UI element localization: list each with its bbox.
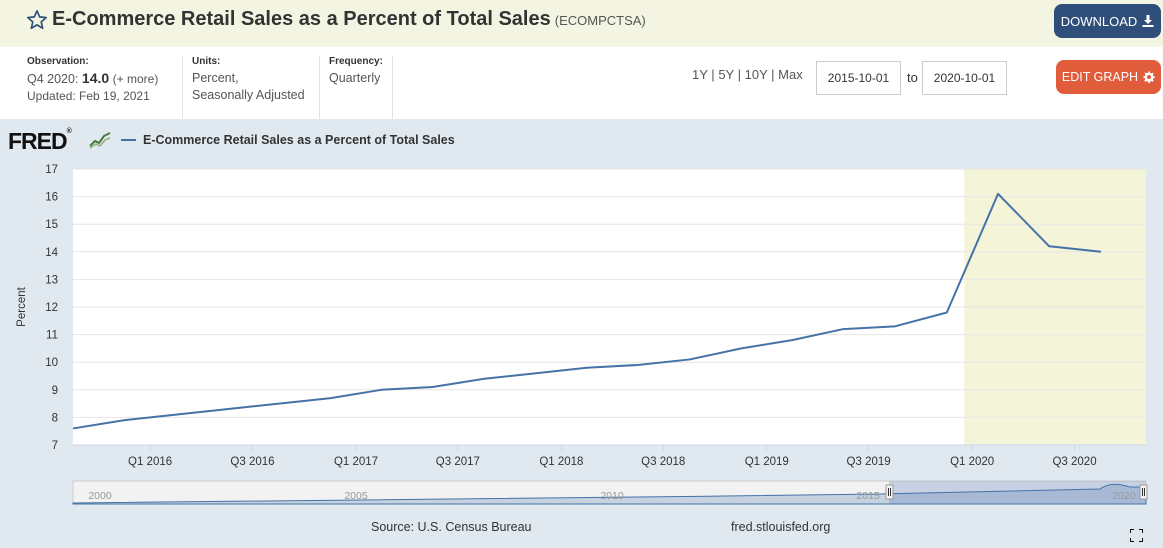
x-tick-label: Q1 2016 (128, 456, 172, 468)
navigator-year-label: 2000 (88, 490, 112, 502)
x-tick-label: Q1 2018 (539, 456, 583, 468)
range-sep: | (737, 67, 741, 82)
download-label: DOWNLOAD (1060, 13, 1138, 29)
observation-info: Observation: Q4 2020: 14.0 (+ more) Upda… (27, 56, 179, 118)
navigator-selection (889, 481, 1146, 504)
title-bar (0, 0, 1163, 47)
units-info: Units: Percent, Seasonally Adjusted (182, 56, 312, 118)
source-text: Source: U.S. Census Bureau (371, 520, 532, 534)
units-label: Units: (192, 56, 221, 67)
y-tick-label: 11 (46, 330, 58, 342)
y-tick-label: 7 (52, 440, 58, 452)
navigator-year-label: 2015 (856, 490, 880, 502)
frequency-info: Frequency: Quarterly (319, 56, 393, 120)
star-icon[interactable] (26, 9, 48, 31)
y-tick-label: 12 (45, 302, 58, 314)
range-max[interactable]: Max (778, 67, 803, 82)
page-title: E-Commerce Retail Sales as a Percent of … (52, 8, 646, 31)
range-1y[interactable]: 1Y (692, 67, 708, 82)
fred-logo: FRED® (8, 128, 72, 155)
navigator-handle (1139, 484, 1148, 500)
observation-value: 14.0 (81, 70, 110, 86)
y-tick-label: 10 (45, 357, 58, 369)
to-label: to (907, 70, 918, 85)
updated-date: Updated: Feb 19, 2021 (27, 89, 150, 103)
download-icon (1142, 15, 1154, 27)
start-date-input[interactable]: 2015-10-01 (816, 61, 901, 95)
navigator-year-label: 2010 (600, 490, 624, 502)
range-selector: 1Y | 5Y | 10Y | Max (692, 67, 803, 82)
navigator-handle (885, 484, 894, 500)
download-button[interactable]: DOWNLOAD (1054, 4, 1161, 38)
observation-period: Q4 2020: (27, 72, 79, 86)
frequency-value: Quarterly (329, 71, 381, 85)
legend-label: E-Commerce Retail Sales as a Percent of … (143, 133, 455, 147)
fred-logo-text: FRED (8, 128, 68, 154)
range-sep: | (711, 67, 715, 82)
edit-graph-button[interactable]: EDIT GRAPH (1056, 60, 1161, 94)
legend-swatch (121, 139, 136, 141)
gear-icon (1143, 71, 1155, 83)
x-tick-label: Q1 2020 (950, 456, 994, 468)
series-title: E-Commerce Retail Sales as a Percent of … (52, 8, 551, 30)
series-line (72, 192, 1102, 430)
fred-url[interactable]: fred.stlouisfed.org (731, 520, 831, 534)
units-line2: Seasonally Adjusted (192, 88, 305, 102)
x-tick-label: Q3 2016 (230, 456, 274, 468)
range-10y[interactable]: 10Y (744, 67, 768, 82)
y-tick-label: 17 (45, 164, 58, 176)
fred-logo-graph-icon (88, 130, 112, 150)
observation-more-link[interactable]: (+ more) (112, 72, 159, 86)
x-tick-label: Q3 2018 (641, 456, 685, 468)
x-tick-label: Q1 2017 (334, 456, 378, 468)
edit-graph-label: EDIT GRAPH (1061, 70, 1139, 84)
fred-logo-mark: ® (66, 128, 72, 135)
x-tick-label: Q3 2017 (436, 456, 480, 468)
chart-legend: E-Commerce Retail Sales as a Percent of … (121, 133, 455, 147)
x-tick-label: Q3 2020 (1052, 456, 1096, 468)
y-tick-label: 16 (45, 192, 58, 204)
frequency-label: Frequency: (329, 56, 383, 67)
x-tick-label: Q1 2019 (745, 456, 789, 468)
x-tick-label: Q3 2019 (847, 456, 891, 468)
navigator-year-label: 2005 (344, 490, 368, 502)
navigator-series (72, 483, 1147, 505)
end-date-input[interactable]: 2020-10-01 (922, 61, 1007, 95)
series-id: (ECOMPCTSA) (554, 13, 646, 28)
fullscreen-icon[interactable] (1130, 529, 1143, 542)
navigator-year-label: 2020 (1112, 490, 1136, 502)
observation-label: Observation: (27, 56, 89, 67)
y-tick-label: 8 (52, 412, 58, 424)
units-line1: Percent, (192, 71, 239, 85)
y-axis-label: Percent (16, 286, 28, 326)
y-tick-label: 9 (52, 385, 58, 397)
y-tick-label: 13 (45, 274, 58, 286)
y-tick-label: 15 (45, 219, 58, 231)
y-tick-label: 14 (45, 247, 58, 259)
range-5y[interactable]: 5Y (718, 67, 734, 82)
range-sep: | (771, 67, 775, 82)
